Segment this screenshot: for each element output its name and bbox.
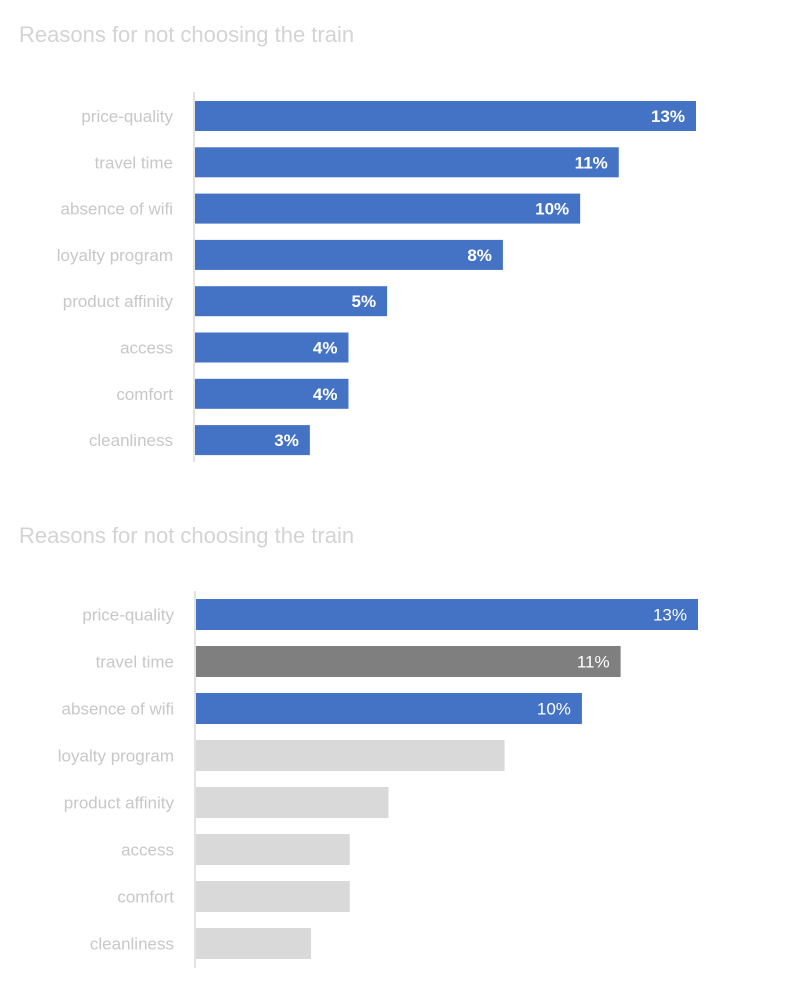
chart-plot-area: price-quality 13% travel time 11% absence of…	[58, 591, 698, 968]
category-label: loyalty program	[57, 246, 173, 265]
category-label: product affinity	[63, 292, 174, 311]
category-label: access	[121, 841, 174, 860]
bar-absence-of-wifi	[196, 693, 582, 724]
bar-loyalty-program	[196, 740, 505, 771]
category-label: travel time	[96, 653, 174, 672]
value-label: 10%	[537, 700, 571, 719]
bar-access	[196, 834, 350, 865]
bar-product-affinity	[196, 787, 389, 818]
category-label: travel time	[95, 153, 173, 172]
category-label: comfort	[117, 888, 174, 907]
bar-chart-bottom: Reasons for not choosing the train price…	[0, 501, 800, 1002]
value-label: 13%	[653, 606, 687, 625]
category-label: comfort	[116, 385, 173, 404]
category-label: cleanliness	[89, 431, 173, 450]
value-label: 13%	[651, 107, 685, 126]
bar-product-affinity	[195, 286, 388, 317]
category-label: loyalty program	[58, 747, 174, 766]
bar-comfort	[195, 378, 349, 409]
value-label: 3%	[274, 431, 299, 450]
value-label: 5%	[351, 292, 376, 311]
category-label: cleanliness	[90, 935, 174, 954]
bar-travel-time	[195, 147, 619, 178]
value-label: 4%	[313, 385, 338, 404]
bar-absence-of-wifi	[195, 193, 581, 224]
category-label: absence of wifi	[61, 200, 173, 219]
chart-title: Reasons for not choosing the train	[19, 22, 355, 47]
bar-price-quality	[195, 101, 696, 131]
category-label: price-quality	[81, 107, 173, 126]
category-label: access	[120, 339, 173, 358]
bar-travel-time	[196, 646, 621, 677]
bar-cleanliness	[196, 928, 312, 959]
bar-price-quality	[196, 599, 698, 630]
value-label: 8%	[467, 246, 492, 265]
value-label: 4%	[313, 339, 338, 358]
bar-cleanliness	[195, 425, 310, 456]
bar-chart-top: Reasons for not choosing the train price…	[19, 22, 696, 462]
category-label: absence of wifi	[62, 700, 174, 719]
bar-comfort	[196, 881, 350, 912]
bar-access	[195, 332, 349, 363]
chart-plot-area: price-quality 13% travel time 11% absence of…	[57, 92, 696, 462]
bar-loyalty-program	[195, 239, 503, 270]
value-label: 11%	[577, 653, 610, 672]
category-label: price-quality	[82, 606, 174, 625]
chart-title: Reasons for not choosing the train	[19, 523, 355, 548]
value-label: 10%	[535, 200, 569, 219]
category-label: product affinity	[64, 794, 175, 813]
value-label: 11%	[575, 153, 608, 172]
